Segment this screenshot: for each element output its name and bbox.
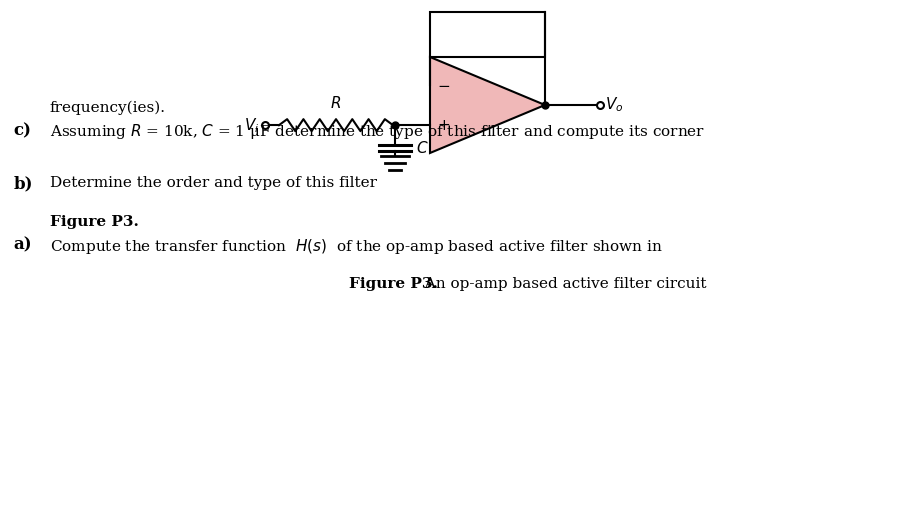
Bar [430, 12, 545, 57]
Text: $-$: $-$ [437, 77, 451, 92]
Polygon shape [430, 57, 545, 153]
Text: $+$: $+$ [437, 118, 451, 133]
Text: An op-amp based active filter circuit: An op-amp based active filter circuit [415, 277, 707, 292]
Text: Figure P3.: Figure P3. [50, 215, 139, 229]
Text: a): a) [14, 237, 33, 253]
Text: b): b) [14, 176, 33, 192]
Text: $V_o$: $V_o$ [605, 96, 623, 115]
Text: $C$: $C$ [416, 140, 429, 156]
Text: Compute the transfer function  $H(s)$  of the op-amp based active filter shown i: Compute the transfer function $H(s)$ of … [50, 237, 663, 256]
Text: Assuming $R$ = 10k, $C$ = 1 μF determine the type of this filter and compute its: Assuming $R$ = 10k, $C$ = 1 μF determine… [50, 122, 705, 141]
Text: c): c) [14, 122, 32, 139]
Text: $V_i$: $V_i$ [244, 116, 259, 134]
Text: Determine the order and type of this filter: Determine the order and type of this fil… [50, 176, 377, 190]
Text: Figure P3.: Figure P3. [349, 277, 438, 292]
Text: frequency(ies).: frequency(ies). [50, 100, 166, 115]
Text: $R$: $R$ [330, 95, 342, 111]
